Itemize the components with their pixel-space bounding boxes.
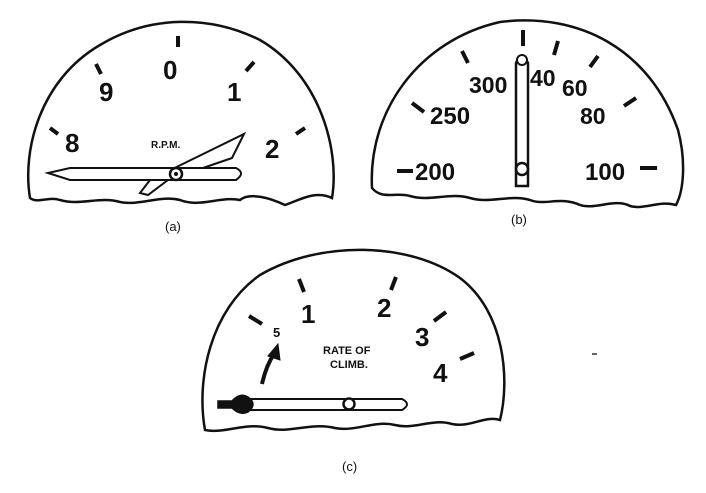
gauge-b-tick-80 bbox=[622, 96, 638, 108]
gauge-b: 200 250 300 40 60 80 100 (b) bbox=[370, 19, 685, 227]
gauge-a-label-1: 1 bbox=[227, 77, 241, 107]
gauge-c-hub bbox=[342, 397, 356, 411]
gauge-a: 8 9 0 1 2 R.P.M. (a) bbox=[26, 20, 335, 234]
gauge-c-caption: (c) bbox=[342, 459, 357, 474]
gauge-b-label-200: 200 bbox=[415, 159, 455, 186]
gauge-b-label-60: 60 bbox=[562, 75, 588, 101]
gauge-a-tick-8 bbox=[48, 126, 60, 136]
gauge-c-title-line1: RATE OF bbox=[323, 345, 371, 357]
gauge-b-tick-400 bbox=[552, 40, 560, 56]
gauge-b-needle-tip bbox=[516, 54, 528, 66]
gauge-b-tick-60 bbox=[588, 54, 600, 69]
gauge-a-label-9: 9 bbox=[99, 77, 113, 107]
gauge-b-label-100: 100 bbox=[585, 159, 625, 186]
gauge-c: 5 1 2 3 4 RATE OF CLIMB. (c) bbox=[201, 248, 506, 474]
gauge-a-label-0: 0 bbox=[163, 55, 177, 85]
gauge-a-face bbox=[26, 20, 335, 207]
gauge-b-label-40: 40 bbox=[530, 65, 556, 91]
gauge-a-tick-2 bbox=[294, 126, 307, 136]
gauge-c-tick-3 bbox=[432, 310, 448, 323]
gauge-c-tick-4 bbox=[459, 351, 475, 361]
gauge-c-tick-1 bbox=[297, 278, 306, 293]
gauge-c-label-4: 4 bbox=[433, 358, 448, 388]
gauge-a-caption: (a) bbox=[165, 219, 181, 234]
gauge-c-tick-5 bbox=[247, 314, 264, 326]
gauge-b-label-300: 300 bbox=[469, 72, 507, 98]
gauge-b-label-250: 250 bbox=[430, 103, 470, 130]
gauge-a-main-hand bbox=[44, 167, 242, 181]
gauge-a-title: R.P.M. bbox=[151, 140, 180, 151]
gauge-c-face bbox=[201, 248, 506, 433]
gauge-b-tick-300 bbox=[460, 50, 470, 64]
gauge-a-label-2: 2 bbox=[265, 134, 279, 164]
gauge-a-tick-1 bbox=[244, 60, 256, 73]
gauge-c-label-2: 2 bbox=[377, 293, 391, 323]
gauge-a-hub-center bbox=[174, 172, 178, 176]
gauge-b-caption: (b) bbox=[511, 212, 527, 227]
gauge-c-tick-2 bbox=[389, 276, 398, 291]
gauge-c-label-3: 3 bbox=[415, 322, 429, 352]
gauge-b-hub bbox=[514, 161, 530, 177]
gauge-c-label-1: 1 bbox=[301, 299, 315, 329]
gauge-b-tick-250 bbox=[410, 101, 426, 114]
gauge-c-hand bbox=[243, 398, 408, 411]
gauge-c-title-line2: CLIMB. bbox=[330, 359, 368, 371]
gauge-c-arrowhead-icon bbox=[267, 342, 281, 361]
gauge-c-label-5: 5 bbox=[273, 325, 280, 340]
gauge-a-tick-9 bbox=[94, 63, 103, 75]
gauge-c-hand-counterweight bbox=[217, 394, 254, 415]
gauge-b-label-80: 80 bbox=[580, 103, 606, 129]
gauge-a-label-8: 8 bbox=[65, 128, 79, 158]
